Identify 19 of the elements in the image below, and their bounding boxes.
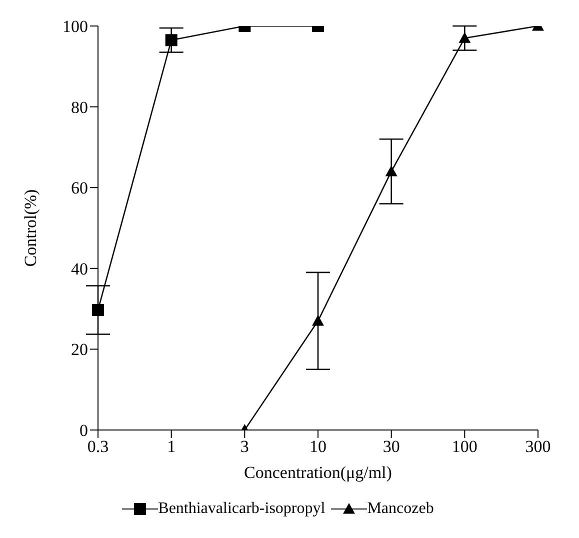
y-axis-title: Control(%) (21, 189, 40, 267)
x-axis-title: Concentration(μg/ml) (244, 463, 392, 482)
y-tick-label: 60 (71, 178, 88, 198)
point (92, 304, 104, 316)
x-tick-label: 300 (525, 437, 551, 456)
x-tick-label: 100 (452, 437, 478, 456)
y-tick-label: 0 (80, 421, 88, 440)
x-tick-label: 1 (167, 437, 176, 456)
legend-label: Mancozeb (367, 500, 434, 518)
y-tick-label: 20 (71, 340, 88, 360)
x-tick-label: 3 (240, 437, 249, 456)
y-tick-label: 80 (71, 98, 88, 117)
x-tick-label: 30 (382, 437, 400, 456)
x-tick-label: 10 (310, 437, 326, 456)
legend-label: Benthiavalicarb-isopropyl (158, 500, 326, 518)
point (312, 314, 324, 326)
y-tick-label: 40 (71, 259, 88, 278)
x-tick-label: 0.3 (87, 437, 109, 456)
y-tick-label: 100 (62, 17, 88, 36)
